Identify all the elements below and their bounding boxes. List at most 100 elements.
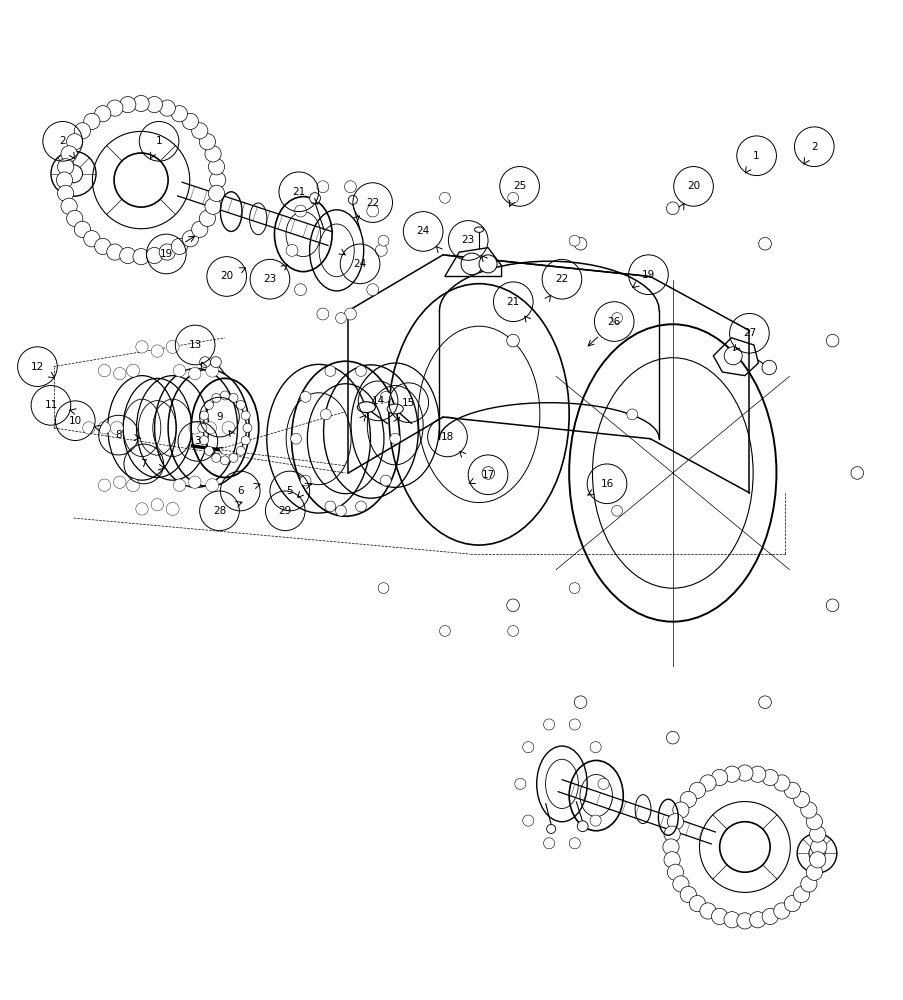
Circle shape xyxy=(573,237,586,250)
Circle shape xyxy=(209,159,224,175)
Circle shape xyxy=(166,502,179,515)
Circle shape xyxy=(439,192,450,203)
Circle shape xyxy=(825,334,838,347)
Text: 19: 19 xyxy=(641,270,655,280)
Circle shape xyxy=(611,313,622,323)
Text: 19: 19 xyxy=(160,249,172,259)
Circle shape xyxy=(590,815,600,826)
Text: 8: 8 xyxy=(115,430,122,440)
Circle shape xyxy=(151,345,163,357)
Circle shape xyxy=(98,422,110,434)
Circle shape xyxy=(380,391,391,402)
Circle shape xyxy=(309,193,320,203)
Circle shape xyxy=(723,347,741,365)
Circle shape xyxy=(389,433,400,444)
Text: 18: 18 xyxy=(441,432,453,442)
Circle shape xyxy=(773,903,789,919)
Circle shape xyxy=(83,422,95,434)
Circle shape xyxy=(761,769,777,786)
Circle shape xyxy=(200,436,209,445)
Circle shape xyxy=(107,244,123,260)
Circle shape xyxy=(211,453,220,462)
Circle shape xyxy=(182,113,199,129)
Circle shape xyxy=(204,446,213,455)
Circle shape xyxy=(664,852,679,868)
Circle shape xyxy=(133,249,149,265)
Circle shape xyxy=(736,913,752,929)
Circle shape xyxy=(114,476,126,488)
Circle shape xyxy=(189,476,200,488)
Circle shape xyxy=(664,826,679,842)
Text: 11: 11 xyxy=(44,400,58,410)
Text: 1: 1 xyxy=(752,151,759,161)
Circle shape xyxy=(189,422,201,434)
Circle shape xyxy=(228,453,237,462)
Circle shape xyxy=(662,839,678,855)
Circle shape xyxy=(810,839,826,855)
Circle shape xyxy=(666,731,678,744)
Text: 24: 24 xyxy=(416,226,429,236)
Circle shape xyxy=(300,475,311,486)
Text: 28: 28 xyxy=(212,506,226,516)
Circle shape xyxy=(209,172,226,188)
Text: 10: 10 xyxy=(69,416,82,426)
Circle shape xyxy=(84,231,100,247)
Circle shape xyxy=(543,719,554,730)
Circle shape xyxy=(367,205,378,217)
Circle shape xyxy=(95,238,111,255)
Text: 5: 5 xyxy=(286,486,293,496)
Circle shape xyxy=(355,366,366,376)
Circle shape xyxy=(324,366,335,376)
Circle shape xyxy=(784,782,800,798)
Circle shape xyxy=(317,308,329,320)
Circle shape xyxy=(800,876,816,892)
Text: 24: 24 xyxy=(353,259,367,269)
Circle shape xyxy=(324,501,335,512)
Text: 12: 12 xyxy=(31,362,44,372)
Circle shape xyxy=(569,838,580,849)
Text: 22: 22 xyxy=(554,274,568,284)
Circle shape xyxy=(479,255,497,273)
Circle shape xyxy=(119,247,135,264)
Circle shape xyxy=(285,244,298,256)
Circle shape xyxy=(573,696,586,708)
Circle shape xyxy=(159,100,175,116)
Text: 16: 16 xyxy=(600,479,613,489)
Circle shape xyxy=(243,423,252,432)
Circle shape xyxy=(107,100,123,116)
Text: 3: 3 xyxy=(194,436,201,446)
Circle shape xyxy=(355,501,366,512)
Circle shape xyxy=(543,838,554,849)
Text: 26: 26 xyxy=(607,317,620,327)
Circle shape xyxy=(522,815,534,826)
Circle shape xyxy=(199,134,215,150)
Text: 21: 21 xyxy=(292,187,305,197)
Circle shape xyxy=(173,364,185,377)
Circle shape xyxy=(699,903,715,919)
Circle shape xyxy=(236,400,245,409)
Circle shape xyxy=(210,357,221,368)
Ellipse shape xyxy=(474,227,483,232)
Circle shape xyxy=(67,134,83,150)
Circle shape xyxy=(205,479,219,492)
Circle shape xyxy=(590,742,600,753)
Circle shape xyxy=(598,778,609,789)
Circle shape xyxy=(173,479,185,491)
Circle shape xyxy=(335,313,346,323)
Circle shape xyxy=(723,766,740,782)
Circle shape xyxy=(159,244,175,260)
Text: 29: 29 xyxy=(278,506,292,516)
Circle shape xyxy=(61,146,77,162)
Circle shape xyxy=(800,802,816,818)
Circle shape xyxy=(294,205,306,217)
Circle shape xyxy=(166,340,179,353)
Circle shape xyxy=(699,775,715,791)
Circle shape xyxy=(569,719,580,730)
Circle shape xyxy=(135,503,148,515)
Circle shape xyxy=(320,409,330,420)
Circle shape xyxy=(481,467,494,479)
Circle shape xyxy=(577,821,588,832)
Circle shape xyxy=(711,908,727,925)
Circle shape xyxy=(688,895,704,912)
Circle shape xyxy=(198,423,207,432)
